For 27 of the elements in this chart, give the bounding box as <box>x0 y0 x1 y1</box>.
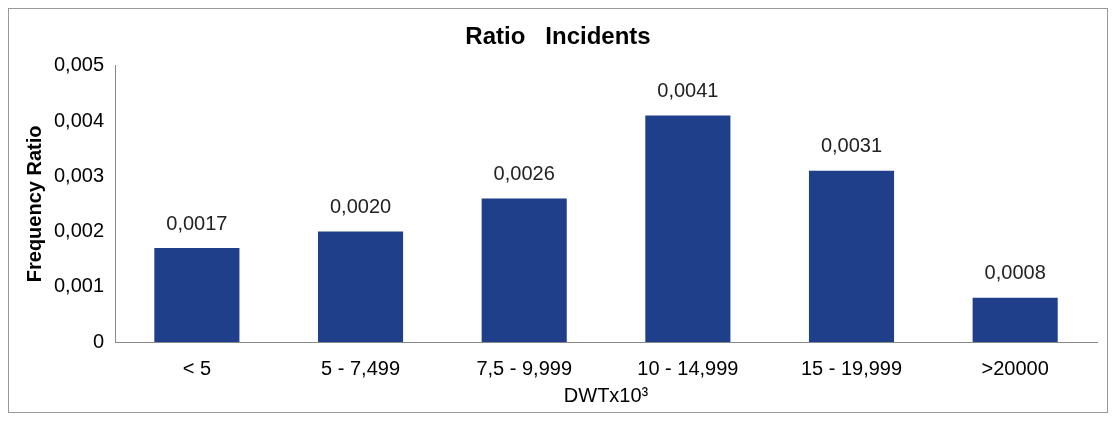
x-tick-label: 15 - 19,999 <box>800 356 903 379</box>
x-axis-title: DWTx10³ <box>563 383 649 406</box>
x-tick-label: 5 - 7,499 <box>321 356 401 379</box>
bar <box>972 297 1058 342</box>
y-tick-label: 0,001 <box>53 274 105 297</box>
y-tick-label: 0,004 <box>53 108 105 131</box>
data-label: 0,0031 <box>820 134 883 157</box>
bar <box>317 231 404 342</box>
chart-title: Ratio Incidents <box>465 22 651 50</box>
data-label: 0,0017 <box>166 211 228 234</box>
x-tick-label: 7,5 - 9,999 <box>476 356 573 379</box>
data-label: 0,0041 <box>657 79 719 102</box>
y-tick-label: 0,005 <box>53 53 105 76</box>
x-tick-label: >20000 <box>981 356 1049 379</box>
y-tick-label: 0,003 <box>53 163 105 186</box>
bar <box>645 115 731 342</box>
x-tick-label: < 5 <box>182 356 212 379</box>
bar <box>154 248 240 342</box>
data-label: 0,0008 <box>984 261 1046 284</box>
y-axis-title: Frequency Ratio <box>22 125 45 283</box>
bar <box>808 170 895 342</box>
data-label: 0,0020 <box>329 195 392 218</box>
data-label: 0,0026 <box>493 161 555 184</box>
bar <box>481 198 567 342</box>
y-tick-label: 0,002 <box>53 219 105 242</box>
y-tick-label: 0 <box>92 329 105 352</box>
x-tick-label: 10 - 14,999 <box>637 356 739 379</box>
